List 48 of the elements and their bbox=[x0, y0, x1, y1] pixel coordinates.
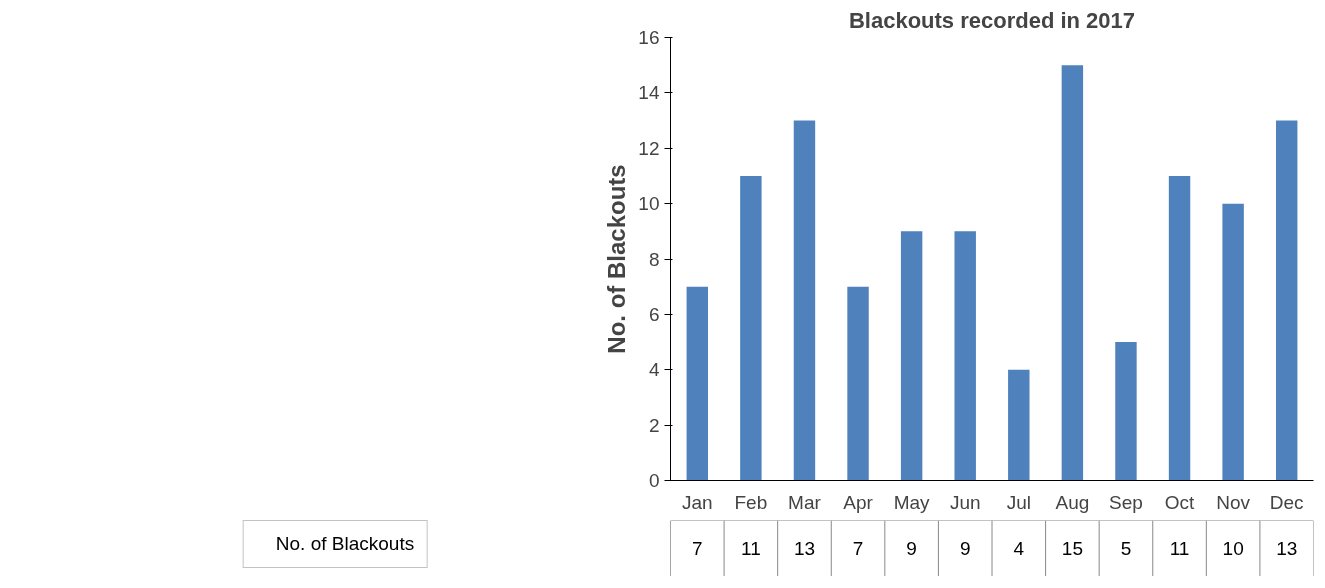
bar bbox=[1008, 369, 1030, 481]
data-label: 9 bbox=[906, 538, 917, 559]
bar bbox=[1275, 120, 1298, 481]
bar bbox=[1115, 342, 1137, 481]
data-label: 11 bbox=[1169, 538, 1190, 559]
data-label: 7 bbox=[692, 538, 703, 559]
bar bbox=[1168, 175, 1191, 481]
data-label: 11 bbox=[741, 538, 761, 559]
x-tick-label: Jun bbox=[949, 491, 981, 513]
data-label: 13 bbox=[793, 538, 816, 559]
y-axis-title: No. of Blackouts bbox=[603, 164, 631, 354]
data-label: 5 bbox=[1120, 538, 1132, 559]
x-tick-label: Dec bbox=[1269, 491, 1304, 513]
x-tick-label: Nov bbox=[1216, 491, 1251, 513]
y-tick-label: 6 bbox=[648, 303, 660, 325]
x-tick-label: Mar bbox=[788, 491, 822, 513]
bar bbox=[740, 175, 762, 481]
x-tick-label: Sep bbox=[1109, 491, 1143, 513]
y-tick-label: 2 bbox=[648, 414, 660, 436]
x-tick-label: May bbox=[893, 491, 931, 513]
bar bbox=[686, 286, 709, 481]
bar bbox=[1061, 65, 1084, 481]
bar bbox=[900, 231, 923, 481]
y-tick-label: 8 bbox=[648, 248, 660, 270]
y-tick-label: 16 bbox=[638, 27, 660, 48]
x-tick-label: Jul bbox=[1006, 491, 1031, 513]
bar bbox=[954, 231, 976, 481]
x-tick-label: Jan bbox=[681, 491, 713, 513]
y-tick-label: 10 bbox=[638, 193, 660, 215]
y-tick-label: 12 bbox=[638, 137, 660, 159]
x-tick-label: Oct bbox=[1164, 491, 1196, 513]
bar bbox=[793, 120, 816, 481]
data-label: 15 bbox=[1061, 538, 1083, 559]
y-tick-label: 0 bbox=[648, 470, 660, 491]
data-label: 4 bbox=[1013, 538, 1025, 559]
x-tick-label: Aug bbox=[1055, 491, 1090, 513]
data-label: 10 bbox=[1222, 538, 1244, 559]
x-tick-label: Feb bbox=[734, 491, 768, 513]
data-label: 7 bbox=[852, 538, 864, 559]
y-tick-label: 4 bbox=[648, 359, 660, 381]
data-label: 9 bbox=[959, 538, 971, 559]
data-label: 13 bbox=[1276, 538, 1298, 559]
bar bbox=[847, 286, 869, 481]
x-tick-label: Apr bbox=[843, 491, 874, 513]
text: No. of Blackouts bbox=[275, 533, 415, 555]
bar bbox=[1222, 203, 1244, 481]
y-tick-label: 14 bbox=[638, 82, 660, 104]
chart-title: Blackouts recorded in 2017 bbox=[848, 7, 1136, 33]
